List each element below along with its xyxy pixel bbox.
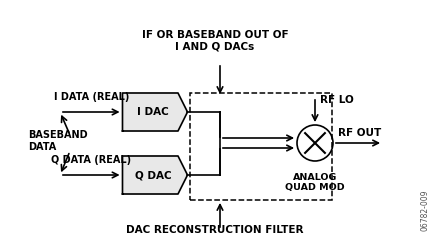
Text: IF OR BASEBAND OUT OF
I AND Q DACs: IF OR BASEBAND OUT OF I AND Q DACs bbox=[141, 30, 288, 52]
Polygon shape bbox=[122, 156, 187, 194]
Text: Q DATA (REAL): Q DATA (REAL) bbox=[51, 155, 131, 165]
Text: Q DAC: Q DAC bbox=[135, 170, 171, 180]
Polygon shape bbox=[122, 93, 187, 131]
Text: ANALOG
QUAD MOD: ANALOG QUAD MOD bbox=[285, 173, 344, 192]
Text: I DAC: I DAC bbox=[137, 107, 168, 117]
Text: 06782-009: 06782-009 bbox=[420, 189, 429, 231]
Text: BASEBAND
DATA: BASEBAND DATA bbox=[28, 130, 87, 152]
Text: DAC RECONSTRUCTION FILTER: DAC RECONSTRUCTION FILTER bbox=[126, 225, 303, 235]
Text: RF OUT: RF OUT bbox=[337, 128, 380, 138]
Text: I DATA (REAL): I DATA (REAL) bbox=[53, 92, 128, 102]
Circle shape bbox=[296, 125, 332, 161]
Text: RF LO: RF LO bbox=[319, 95, 353, 105]
Bar bbox=[190, 93, 331, 200]
